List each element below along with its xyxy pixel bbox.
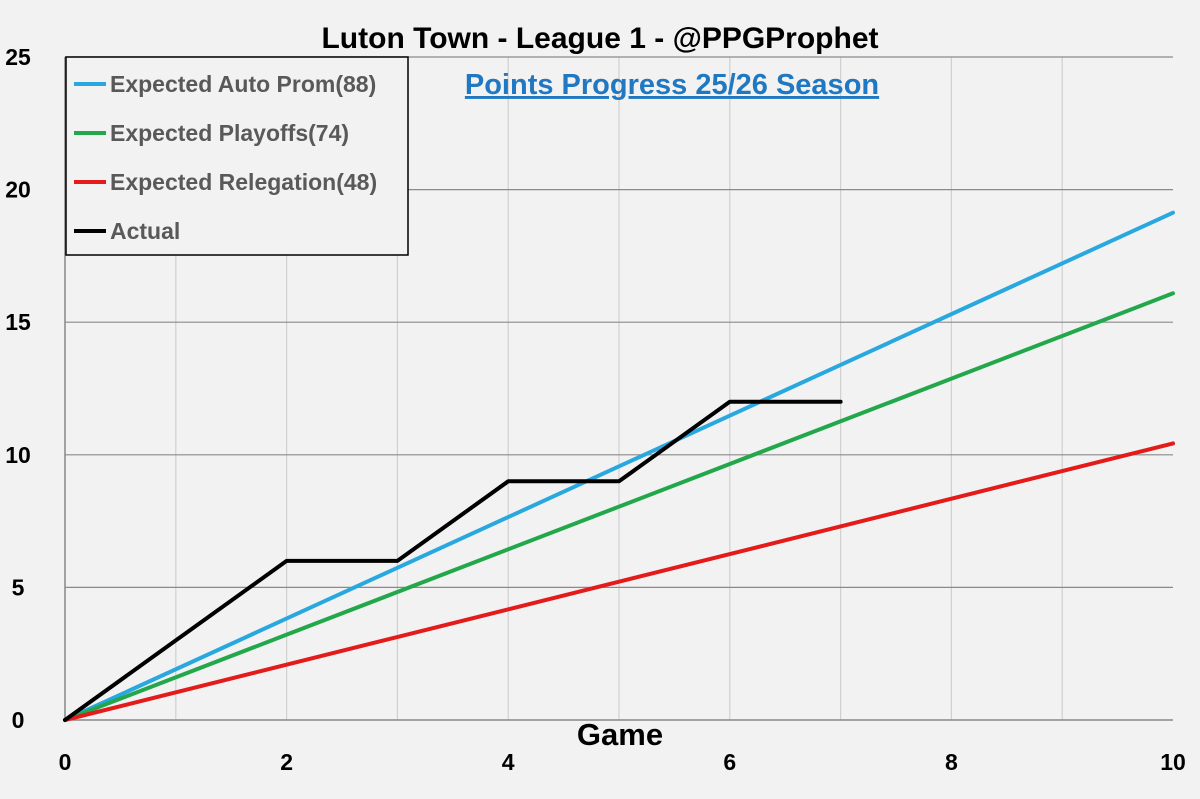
x-tick-label: 6 [723, 749, 736, 775]
legend-box [65, 56, 409, 256]
x-tick-label: 2 [280, 749, 293, 775]
grid-lines [65, 56, 1173, 720]
legend: Expected Auto Prom(88) Expected Playoffs(… [65, 56, 409, 256]
x-tick-label: 4 [502, 749, 515, 775]
y-tick-label: 5 [12, 574, 25, 600]
y-tick-label: 15 [5, 309, 31, 335]
y-tick-label: 0 [12, 707, 25, 733]
series-line-expected-auto-prom-88 [63, 210, 1175, 722]
legend-label: Expected Auto Prom(88) [110, 71, 376, 97]
legend-label: Expected Relegation(48) [110, 169, 377, 195]
y-tick-label: 25 [5, 44, 31, 70]
chart-title: Luton Town - League 1 - @PPGProphet [321, 22, 878, 55]
series-line-actual [63, 399, 843, 722]
x-axis-label: Game [577, 717, 663, 752]
series-lines [63, 210, 1175, 722]
x-tick-label: 0 [59, 749, 72, 775]
series-line-expected-playoffs-74 [63, 291, 1175, 722]
x-tick-label: 10 [1160, 749, 1186, 775]
y-tick-label: 10 [5, 442, 31, 468]
x-tick-label: 8 [945, 749, 958, 775]
legend-label: Actual [110, 218, 180, 244]
legend-label: Expected Playoffs(74) [110, 120, 349, 146]
axes [64, 57, 1173, 721]
y-tick-label: 20 [5, 177, 31, 203]
chart-subtitle: Points Progress 25/26 Season [465, 69, 879, 101]
series-line-expected-relegation-48 [63, 441, 1175, 722]
tick-labels: 0 2 4 6 8 10 0 5 10 15 20 25 [5, 44, 1186, 775]
